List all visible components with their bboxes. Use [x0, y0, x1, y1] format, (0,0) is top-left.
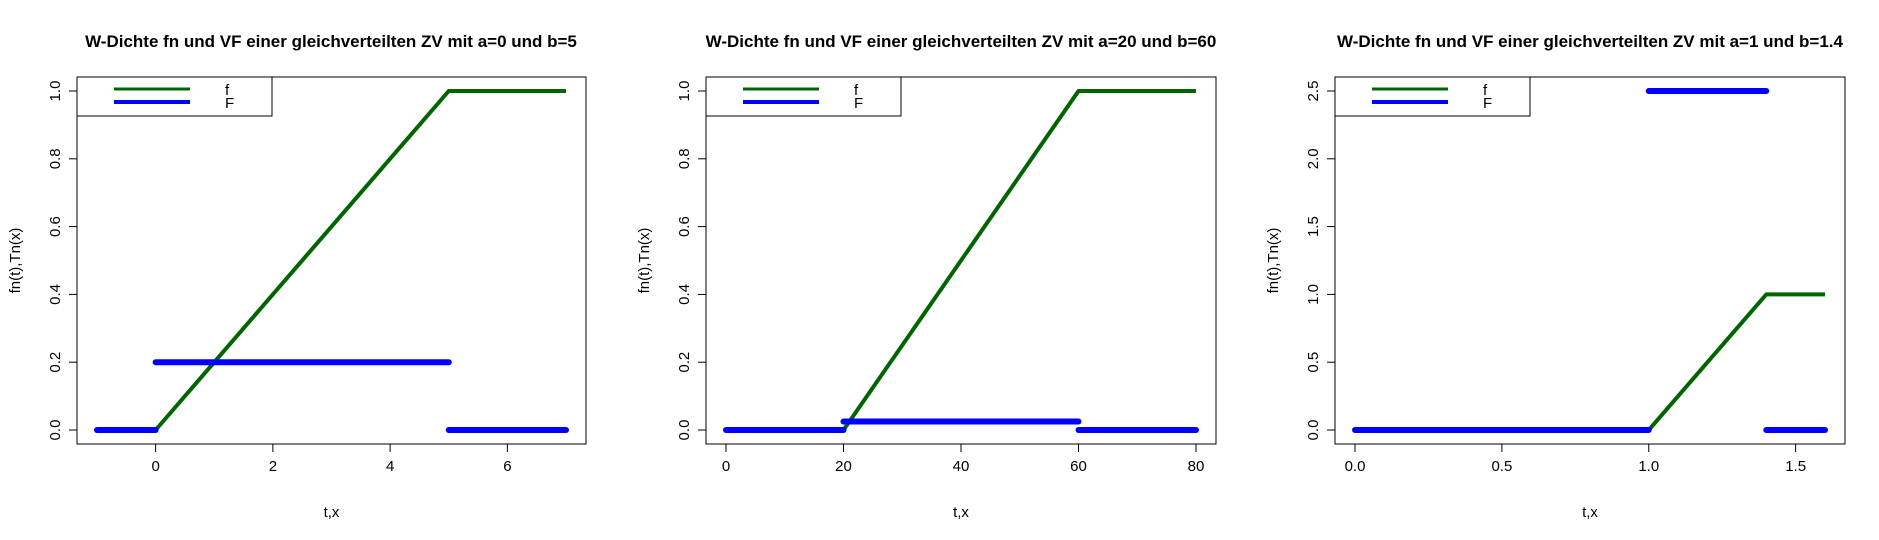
y-axis-label: fn(t),Tn(x) — [7, 228, 24, 294]
x-axis-label: t,x — [324, 504, 340, 521]
legend-label-f: f — [225, 82, 230, 99]
x-tick-label: 80 — [1188, 458, 1205, 475]
x-tick-label: 0.5 — [1491, 458, 1512, 475]
y-tick-label: 0.2 — [676, 352, 693, 373]
y-tick-label: 1.0 — [1305, 284, 1322, 305]
y-tick-label: 0.6 — [47, 216, 64, 237]
x-axis-label: t,x — [1582, 504, 1598, 521]
legend-label-F: F — [854, 95, 863, 112]
x-tick-label: 1.0 — [1638, 458, 1659, 475]
y-tick-label: 1.0 — [47, 81, 64, 102]
chart-panel-3: W-Dichte fn und VF einer gleichverteilte… — [1265, 32, 1846, 521]
y-tick-label: 2.5 — [1305, 81, 1322, 102]
legend-label-F: F — [225, 95, 234, 112]
y-tick-label: 0.6 — [676, 216, 693, 237]
x-tick-label: 0.0 — [1345, 458, 1366, 475]
y-tick-label: 1.0 — [676, 81, 693, 102]
y-tick-label: 0.8 — [676, 148, 693, 169]
chart-title: W-Dichte fn und VF einer gleichverteilte… — [85, 32, 577, 51]
x-tick-label: 2 — [269, 458, 277, 475]
chart-title: W-Dichte fn und VF einer gleichverteilte… — [706, 32, 1217, 51]
legend-box — [705, 76, 902, 117]
legend-box — [1334, 76, 1531, 117]
y-tick-label: 0.2 — [47, 352, 64, 373]
chart-title: W-Dichte fn und VF einer gleichverteilte… — [1337, 32, 1844, 51]
y-tick-label: 0.4 — [676, 284, 693, 305]
legend-label-f: f — [854, 82, 859, 99]
legend-label-F: F — [1483, 95, 1492, 112]
x-axis-label: t,x — [953, 504, 969, 521]
y-axis-label: fn(t),Tn(x) — [1265, 228, 1282, 294]
y-tick-label: 2.0 — [1305, 148, 1322, 169]
legend: fF — [705, 76, 902, 117]
y-tick-label: 0.0 — [47, 420, 64, 441]
series-f-line-segment — [1355, 292, 1825, 432]
series-f-line-segment — [97, 89, 566, 432]
series-f-line-segment — [726, 89, 1196, 432]
x-tick-label: 4 — [386, 458, 394, 475]
legend-label-f: f — [1483, 82, 1488, 99]
x-tick-label: 0 — [151, 458, 159, 475]
y-tick-label: 0.0 — [676, 420, 693, 441]
plot-frame — [76, 76, 587, 445]
y-tick-label: 1.5 — [1305, 216, 1322, 237]
y-axis-label: fn(t),Tn(x) — [636, 228, 653, 294]
y-tick-label: 0.0 — [1305, 420, 1322, 441]
x-tick-label: 6 — [503, 458, 511, 475]
x-tick-label: 60 — [1070, 458, 1087, 475]
x-tick-label: 20 — [835, 458, 852, 475]
legend: fF — [1334, 76, 1531, 117]
chart-panel-1: W-Dichte fn und VF einer gleichverteilte… — [7, 32, 587, 521]
legend: fF — [76, 76, 273, 117]
x-tick-label: 1.5 — [1785, 458, 1806, 475]
y-tick-label: 0.4 — [47, 284, 64, 305]
legend-box — [76, 76, 273, 117]
y-tick-label: 0.5 — [1305, 352, 1322, 373]
chart-panel-2: W-Dichte fn und VF einer gleichverteilte… — [636, 32, 1217, 521]
plot-frame — [1334, 76, 1846, 445]
x-tick-label: 0 — [722, 458, 730, 475]
y-tick-label: 0.8 — [47, 148, 64, 169]
x-tick-label: 40 — [953, 458, 970, 475]
